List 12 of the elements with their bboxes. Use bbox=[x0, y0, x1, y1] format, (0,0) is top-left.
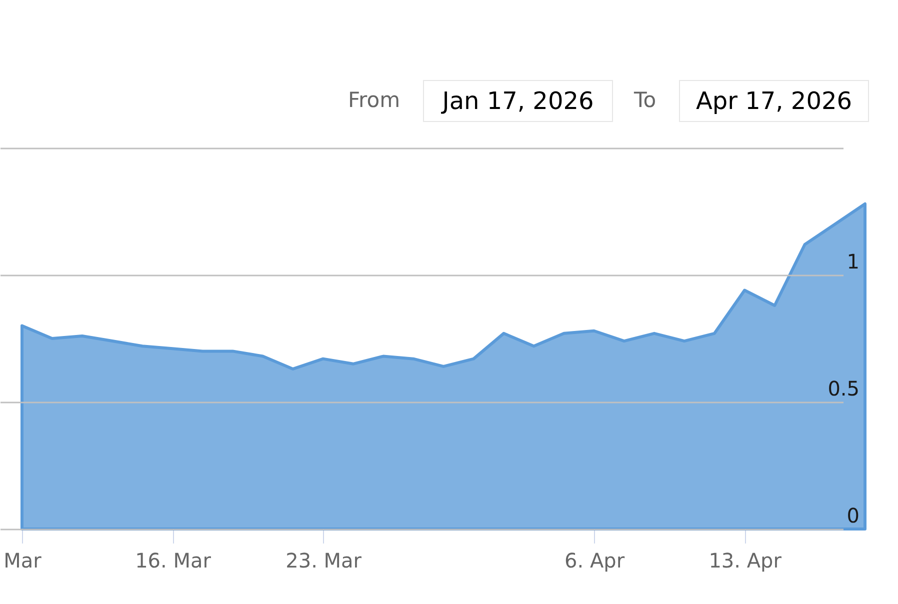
text: Jan 17, 2026 bbox=[423, 80, 613, 122]
text: From bbox=[348, 88, 400, 112]
y-tick-label: 1 bbox=[846, 250, 860, 274]
y-tick-label: 0.5 bbox=[828, 376, 860, 400]
text: Apr 17, 2026 bbox=[679, 80, 869, 122]
x-tick-label: 13. Apr bbox=[708, 548, 782, 572]
x-tick-label: 23. Mar bbox=[286, 548, 362, 572]
text: To bbox=[634, 88, 656, 112]
y-tick-label: 0 bbox=[846, 504, 860, 528]
x-tick-label: 16. Mar bbox=[135, 548, 212, 572]
x-tick-label: Mar bbox=[4, 548, 42, 572]
x-tick-label: 6. Apr bbox=[564, 548, 626, 572]
